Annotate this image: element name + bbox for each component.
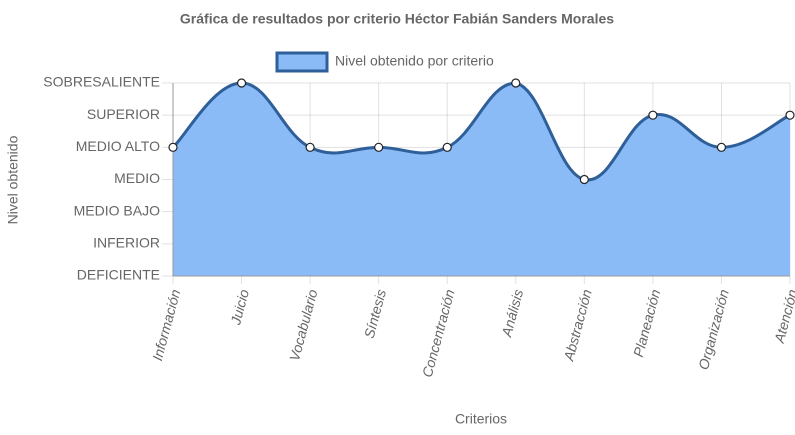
point [374, 142, 384, 152]
x-tick-label: Atención [771, 287, 795, 345]
point [511, 78, 521, 88]
x-tick-label: Concentración [419, 287, 458, 379]
x-tick-label: Vocabulario [286, 287, 321, 362]
point [236, 78, 247, 88]
point [168, 142, 178, 152]
point [305, 142, 315, 152]
area [173, 83, 790, 276]
legend-label: Nivel obtenido por criterio [335, 53, 494, 69]
x-tick-label: Organización [695, 287, 732, 371]
y-tick-label: SOBRESALIENTE [43, 74, 160, 90]
x-axis-title: Criterios [455, 411, 507, 427]
line [171, 81, 791, 182]
x-tick-label: Análisis [498, 288, 526, 340]
point [579, 174, 589, 185]
x-tick-label: Información [149, 287, 183, 362]
legend-swatch [275, 51, 329, 73]
chart-title: Gráfica de resultados por criterio Hécto… [180, 11, 614, 27]
y-axis-title: Nivel obtenido [5, 135, 21, 224]
x-tick-label: Juicio [227, 287, 252, 327]
y-tick-label: MEDIO BAJO [74, 202, 160, 218]
y-tick-label: SUPERIOR [87, 106, 160, 122]
point [716, 142, 727, 152]
point [442, 142, 452, 152]
point [648, 110, 658, 120]
x-tick-label: Abstracción [560, 287, 595, 363]
x-tick-label: Síntesis [361, 288, 389, 340]
y-tick-label: INFERIOR [93, 235, 160, 251]
y-tick-label: MEDIO [114, 170, 160, 186]
point [785, 110, 795, 120]
y-tick-label: DEFICIENTE [77, 267, 160, 283]
x-tick-label: Planeación [630, 287, 663, 358]
y-tick-label: MEDIO ALTO [76, 138, 160, 154]
